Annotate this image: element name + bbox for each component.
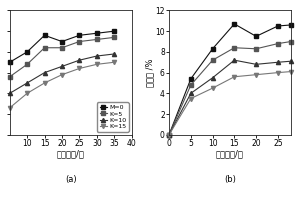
Legend: M=0, K=5, K=10, K=15: M=0, K=5, K=10, K=15: [97, 102, 128, 132]
K=5: [25, 63, 29, 66]
M=0: [167, 134, 171, 136]
K=15: [211, 87, 214, 89]
K=10: [43, 71, 46, 74]
Line: K=5: K=5: [167, 39, 293, 137]
K=10: [95, 55, 99, 57]
M=0: [254, 35, 258, 38]
K=15: [167, 134, 171, 136]
K=10: [78, 59, 81, 61]
K=5: [232, 47, 236, 49]
K=5: [8, 76, 11, 78]
M=0: [112, 30, 116, 32]
M=0: [43, 34, 46, 37]
K=10: [189, 92, 193, 95]
K=15: [112, 61, 116, 63]
Line: K=15: K=15: [8, 60, 116, 110]
K=5: [289, 40, 293, 43]
K=10: [112, 53, 116, 55]
Y-axis label: 吸水率 /%: 吸水率 /%: [145, 58, 154, 87]
K=10: [232, 59, 236, 61]
K=10: [211, 77, 214, 79]
K=10: [25, 82, 29, 84]
K=5: [60, 47, 64, 49]
K=5: [189, 84, 193, 86]
K=15: [43, 82, 46, 84]
K=15: [78, 67, 81, 70]
K=15: [254, 73, 258, 76]
M=0: [8, 61, 11, 63]
M=0: [60, 40, 64, 43]
M=0: [232, 23, 236, 25]
K=15: [8, 107, 11, 109]
M=0: [289, 24, 293, 26]
Line: K=10: K=10: [167, 58, 293, 137]
Line: M=0: M=0: [8, 29, 116, 64]
K=5: [211, 59, 214, 61]
M=0: [78, 34, 81, 37]
K=5: [254, 48, 258, 50]
K=15: [95, 63, 99, 66]
Line: K=10: K=10: [8, 52, 116, 95]
K=15: [189, 97, 193, 100]
K=10: [276, 61, 280, 63]
K=15: [232, 76, 236, 78]
M=0: [211, 48, 214, 50]
K=15: [25, 92, 29, 95]
Line: K=5: K=5: [8, 35, 116, 79]
K=15: [276, 71, 280, 74]
M=0: [276, 25, 280, 27]
Text: (a): (a): [65, 175, 76, 184]
K=5: [276, 42, 280, 45]
K=10: [289, 60, 293, 62]
K=10: [254, 63, 258, 66]
K=5: [78, 40, 81, 43]
K=10: [60, 65, 64, 68]
K=5: [95, 38, 99, 41]
Text: (b): (b): [224, 175, 236, 184]
M=0: [25, 51, 29, 53]
K=5: [43, 47, 46, 49]
K=15: [289, 70, 293, 73]
Line: M=0: M=0: [167, 22, 293, 137]
M=0: [95, 32, 99, 34]
X-axis label: 吸水时间/天: 吸水时间/天: [57, 149, 85, 158]
K=5: [112, 36, 116, 39]
K=10: [167, 134, 171, 136]
K=15: [60, 73, 64, 76]
M=0: [189, 78, 193, 80]
K=5: [167, 134, 171, 136]
X-axis label: 吸水时间/天: 吸水时间/天: [216, 149, 244, 158]
Line: K=15: K=15: [167, 69, 293, 137]
K=10: [8, 92, 11, 95]
